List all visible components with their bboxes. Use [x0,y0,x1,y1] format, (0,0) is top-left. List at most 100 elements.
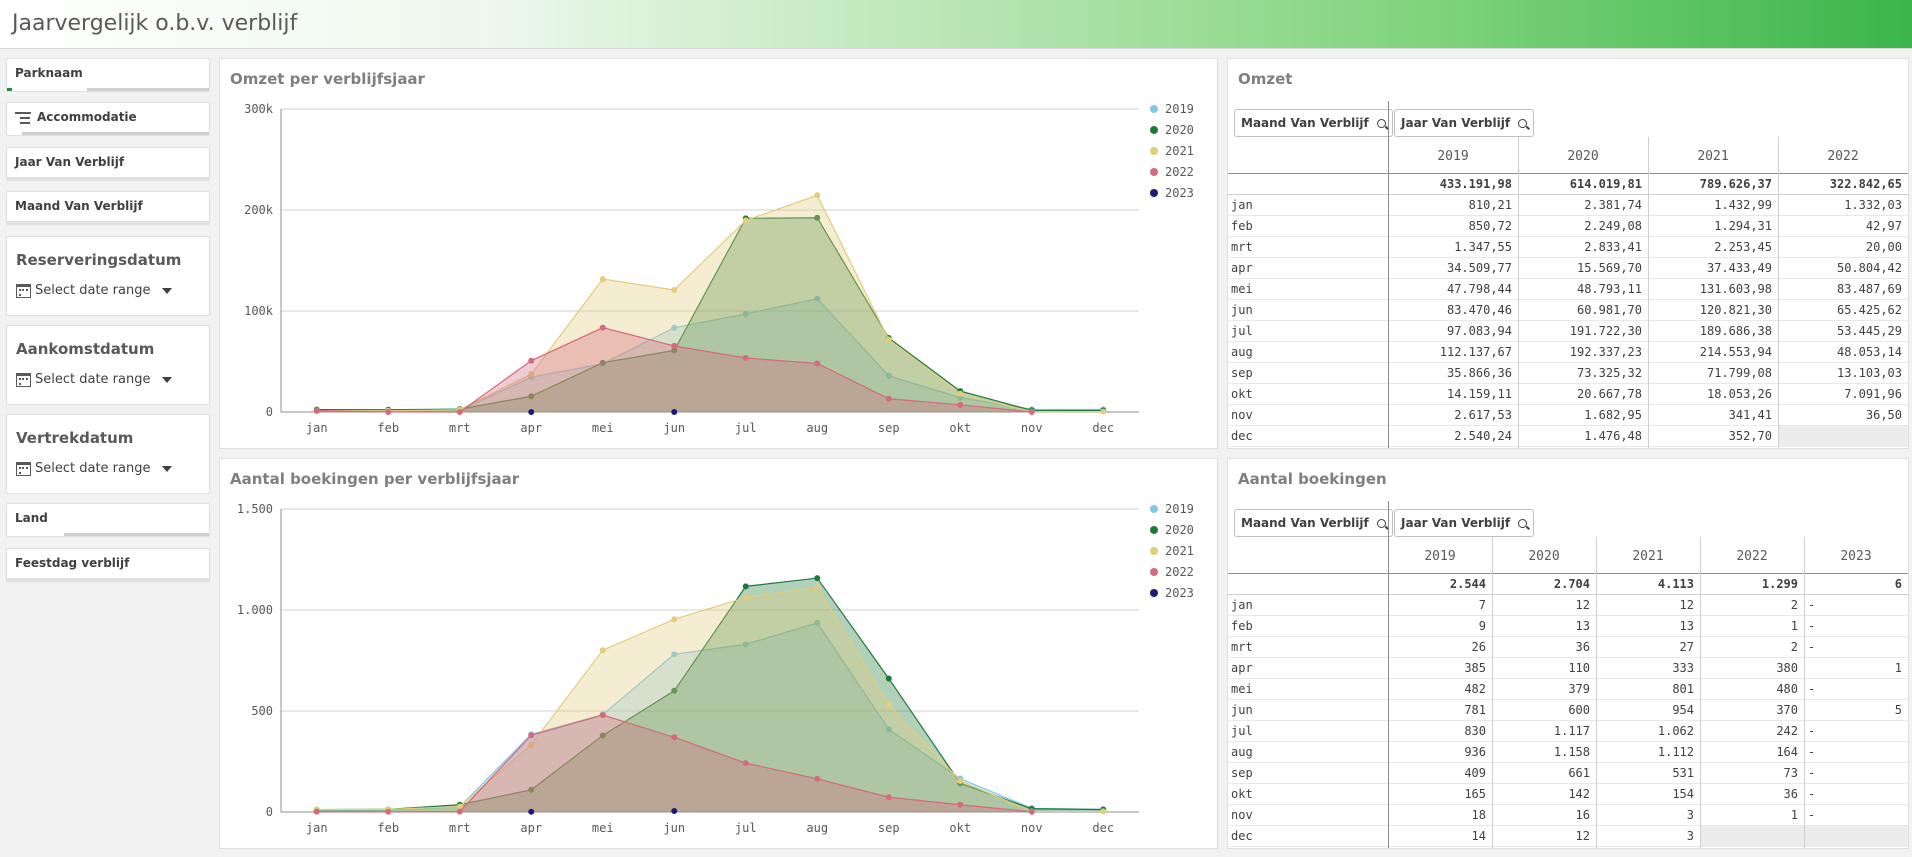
data-point-2021[interactable] [885,701,892,708]
data-point-2021[interactable] [814,192,821,199]
legend-label-2019[interactable]: 2019 [1165,102,1194,116]
data-point-2022[interactable] [313,808,320,815]
row-label[interactable]: dec [1231,829,1253,843]
row-label[interactable]: apr [1231,661,1253,675]
data-point-2021[interactable] [528,371,535,378]
data-point-2022[interactable] [671,734,678,741]
row-label[interactable]: aug [1231,345,1253,359]
data-point-2022[interactable] [456,808,463,815]
data-point-2022[interactable] [1028,808,1035,815]
filter-jaar-van-verblijf[interactable]: Jaar Van Verblijf [6,147,210,181]
data-point-2020[interactable] [528,393,535,400]
data-point-2019[interactable] [885,726,892,733]
data-point-2019[interactable] [671,324,678,331]
series-line-2021[interactable] [316,586,1104,812]
data-point-2021[interactable] [814,584,821,591]
data-point-2022[interactable] [885,395,892,402]
data-point-2020[interactable] [671,687,678,694]
column-header[interactable]: 2021 [1632,549,1664,564]
legend-label-2020[interactable]: 2020 [1165,523,1194,537]
data-point-2023[interactable] [528,808,535,815]
data-point-2020[interactable] [599,359,606,366]
row-label[interactable]: jul [1231,724,1253,738]
data-point-2020[interactable] [742,583,749,590]
row-label[interactable]: nov [1231,408,1253,422]
filter-vertrekdatum[interactable]: Vertrekdatum Select date range [6,414,210,494]
filter-feestdag-verblijf[interactable]: Feestdag verblijf [6,548,210,582]
data-point-2019[interactable] [671,651,678,658]
caret-down-icon[interactable] [162,376,173,383]
row-label[interactable]: mei [1231,682,1253,696]
row-label[interactable]: okt [1231,787,1253,801]
date-range-selector[interactable]: Select date range [16,461,173,476]
series-area-2020[interactable] [316,217,1104,412]
series-area-2020[interactable] [316,578,1104,812]
row-label[interactable]: dec [1231,429,1253,443]
data-point-2023[interactable] [671,409,678,415]
column-header[interactable]: 2020 [1567,149,1599,164]
row-label[interactable]: sep [1231,766,1253,780]
data-point-2021[interactable] [599,647,606,654]
data-point-2022[interactable] [957,401,964,408]
data-point-2022[interactable] [814,775,821,782]
data-point-2022[interactable] [385,408,392,415]
legend-label-2023[interactable]: 2023 [1165,186,1194,200]
row-label[interactable]: sep [1231,366,1253,380]
legend-label-2022[interactable]: 2022 [1165,165,1194,179]
date-range-selector[interactable]: Select date range [16,283,173,298]
data-point-2020[interactable] [528,786,535,793]
row-label[interactable]: apr [1231,261,1253,275]
series-line-2020[interactable] [316,217,1104,412]
data-point-2021[interactable] [671,286,678,293]
column-header[interactable]: 2020 [1528,549,1560,564]
column-header[interactable]: 2022 [1736,549,1768,564]
dimension-button-maand[interactable]: Maand Van Verblijf [1234,509,1393,537]
data-point-2019[interactable] [742,310,749,317]
data-point-2019[interactable] [885,372,892,379]
dimension-button-jaar[interactable]: Jaar Van Verblijf [1394,109,1535,137]
series-line-2019[interactable] [316,298,1104,412]
data-point-2021[interactable] [528,741,535,748]
data-point-2021[interactable] [885,336,892,343]
series-area-2021[interactable] [316,587,1104,812]
data-point-2022[interactable] [957,801,964,808]
series-area-2022[interactable] [316,327,1032,412]
column-header[interactable]: 2019 [1437,149,1469,164]
data-point-2022[interactable] [671,342,678,349]
column-header[interactable]: 2023 [1840,549,1872,564]
data-point-2021[interactable] [957,777,964,784]
column-header[interactable]: 2022 [1827,149,1859,164]
filter-reserveringsdatum[interactable]: Reserveringsdatum Select date range [6,236,210,316]
row-label[interactable]: okt [1231,387,1253,401]
series-area-2021[interactable] [316,195,1104,412]
row-label[interactable]: mrt [1231,240,1253,254]
series-area-2022[interactable] [316,715,1032,812]
row-label[interactable]: jan [1231,598,1253,612]
data-point-2019[interactable] [814,619,821,626]
legend-label-2023[interactable]: 2023 [1165,586,1194,600]
data-point-2022[interactable] [742,760,749,767]
row-label[interactable]: mei [1231,282,1253,296]
boekingen-area-chart[interactable]: 0 500 1.000 1.500 jan feb mrt apr mei jun jul aug se… [220,459,1219,850]
dimension-button-maand[interactable]: Maand Van Verblijf [1234,109,1393,137]
data-point-2021[interactable] [742,217,749,224]
data-point-2022[interactable] [528,357,535,364]
column-header[interactable]: 2021 [1697,149,1729,164]
row-label[interactable]: aug [1231,745,1253,759]
row-label[interactable]: feb [1231,219,1253,233]
data-point-2022[interactable] [1028,408,1035,415]
data-point-2021[interactable] [1100,408,1107,415]
data-point-2022[interactable] [599,324,606,331]
series-line-2021[interactable] [316,194,1104,413]
row-label[interactable]: jan [1231,198,1253,212]
data-point-2021[interactable] [599,276,606,283]
filter-parknaam[interactable]: Parknaam [6,58,210,92]
row-label[interactable]: jul [1231,324,1253,338]
row-label[interactable]: mrt [1231,640,1253,654]
data-point-2021[interactable] [742,594,749,601]
data-point-2022[interactable] [599,712,606,719]
dimension-button-jaar[interactable]: Jaar Van Verblijf [1394,509,1535,537]
column-header[interactable]: 2019 [1424,549,1456,564]
data-point-2021[interactable] [1100,808,1107,815]
filter-land[interactable]: Land [6,503,210,537]
